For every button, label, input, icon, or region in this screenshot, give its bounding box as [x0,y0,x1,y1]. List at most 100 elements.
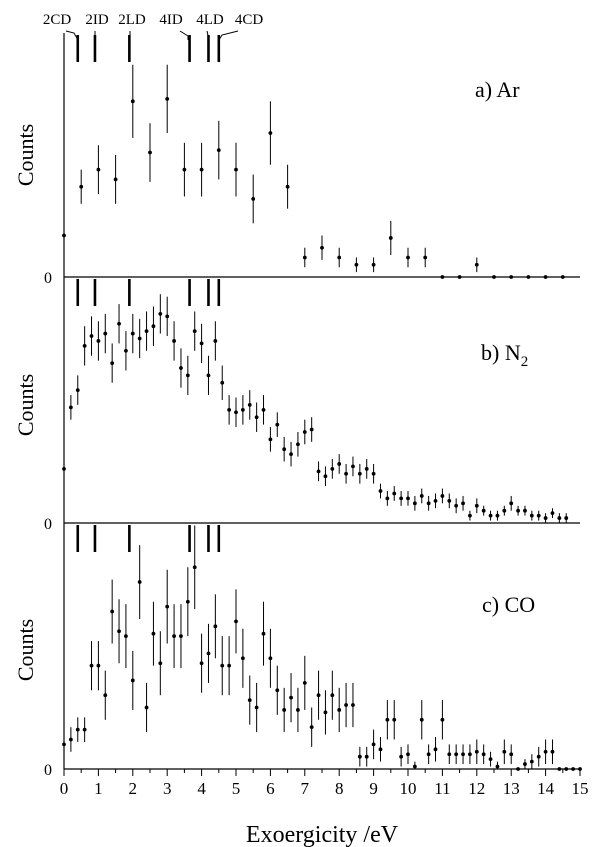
panel-b-data-point [89,334,94,338]
panel-a-data-point [113,177,118,182]
panel-c-data-point [337,708,342,712]
panel-b-data-point [516,508,520,513]
panel-c-data-point [523,762,527,766]
x-tick-label: 7 [301,779,310,798]
panel-b-data-point [117,321,121,326]
panel-b-data-point [213,339,218,343]
x-tick-label: 6 [266,779,275,798]
panel-b-data-point [82,343,87,348]
panel-c-data [62,525,582,771]
panel-c-data-point [536,754,541,759]
panel-c-data-point [550,749,555,754]
panel-c-data-point [68,737,73,742]
panel-a-data-point [251,197,256,201]
panel-c-data-point [275,688,280,693]
panel-c-data-point [447,752,452,757]
panel-b-data-point [371,471,376,476]
x-tick-label: 4 [197,779,206,798]
panel-c-data-point [323,710,328,715]
panel-b-data-point [137,336,142,341]
panel-c-data-point [543,749,548,754]
panel-c-data-point [357,754,362,759]
panel-b-data-point [289,452,293,457]
panel-c-data-point [309,725,314,730]
panel-b-data-point [419,494,424,498]
panel-a-data-point [182,167,187,172]
panel-b-data-point [96,339,101,343]
panel-b-data-point [481,508,486,513]
panel-c-data-point [296,708,300,712]
panel-a-data-point [302,255,307,260]
panel-b-data-point [282,447,287,452]
panel-c-data-point [282,708,287,712]
panel-b-data-point [124,348,128,353]
panel-b-data-point [268,437,273,442]
panel-a-data-point [96,167,101,172]
panel-b-data-point [344,471,348,476]
panel-c-data-point [392,717,397,722]
panel-b-data-point [75,388,80,393]
panel-b-ylabel: Counts [13,374,38,436]
panel-c-data-point [461,752,465,757]
panel-c-data-point [474,749,479,754]
panel-c-data-point [213,624,218,629]
leader-2cd [65,30,79,41]
panel-a-data-point [148,150,152,155]
panel-b-data-point [454,503,459,508]
panel-b-data-point [399,496,404,501]
panel-a-ytick-0: 0 [44,270,52,287]
panel-c-data-point [426,752,431,757]
panel-c-data-point [137,580,142,584]
panel-b-data-point [68,405,73,410]
panel-b-ytick-0: 0 [44,516,52,533]
panel-b-data-point [447,498,452,503]
panel-b-data-point [302,430,307,434]
panel-b-data-point [433,498,438,503]
panel-c-data-point [220,663,225,668]
panel-b-data-point [179,366,183,370]
x-tick-label: 3 [163,779,172,798]
panel-c-data-point [268,656,273,661]
panel-c-data-point [158,661,163,666]
panel-b-data-point [529,513,534,518]
panel-c-data-point [351,703,355,707]
panel-b-data-point [199,341,204,346]
panel-c-data-point [124,634,128,639]
panel-b: b) N2 Counts 0 [13,277,580,533]
panel-c-data-point [399,754,404,759]
panel-b-data-point [468,513,472,518]
panel-b-data-point [461,501,465,506]
panel-b-data-point [357,471,362,476]
panel-a-data-point [285,184,290,189]
panel-c-data-point [468,752,472,757]
panel-c-data-point [509,752,514,757]
panel-a-data-point [371,262,376,267]
panel-c: c) CO Counts 0 [13,523,582,779]
panel-b-data-point [261,407,266,412]
panel-a-data-point [337,255,342,260]
x-tick-label: 0 [60,779,69,798]
panel-b-data-point [220,380,225,385]
panel-c-data-point [529,759,534,764]
x-axis-title: Exoergicity /eV [246,822,399,847]
panel-b-data-point [550,511,555,516]
panel-c-data-point [179,634,183,639]
panel-b-data-point [275,422,280,427]
marker-label-2cd: 2CD [43,12,72,28]
panel-b-data-point [247,403,252,407]
panel-c-data-point [433,747,438,752]
panel-b-data-point [502,508,507,513]
panel-c-data-point [247,698,252,703]
panel-a-data-point [130,99,135,104]
panel-c-data-point [206,651,211,656]
leader-4id [179,30,189,40]
panel-c-data-point [495,764,500,769]
panel-a: a) Ar Counts 0 [13,33,580,287]
panel-c-data-point [227,663,232,668]
panel-c-data-point [481,752,486,757]
panel-c-ylabel: Counts [13,619,38,681]
panel-b-data-point [165,314,170,319]
panel-c-data-point [82,727,87,732]
panel-b-data-point [564,516,569,520]
panel-b-data-point [144,329,149,334]
